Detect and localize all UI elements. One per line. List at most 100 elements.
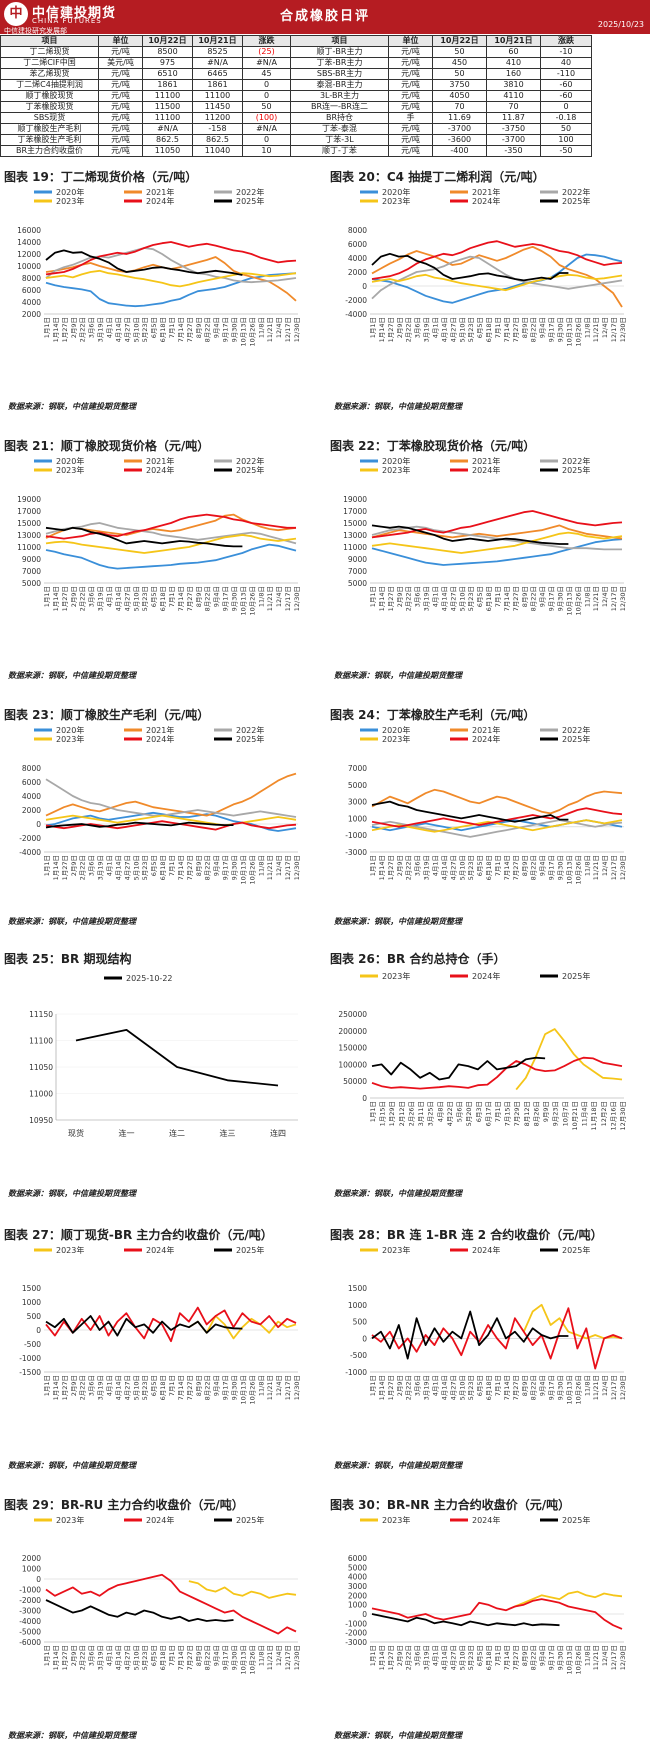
x-tick-label: 2月9日 (396, 1645, 404, 1666)
table-cell: SBS-BR主力 (290, 68, 389, 80)
x-tick-label: 2月22日 (79, 317, 87, 342)
x-tick-label: 12/4日 (601, 1645, 609, 1666)
legend-label: 2022年 (562, 456, 590, 466)
table-cell: 862.5 (142, 134, 193, 146)
x-tick-label: 4月27日 (123, 586, 131, 611)
table-cell: 元/吨 (388, 57, 433, 69)
x-tick-label: 12月2日 (600, 1101, 608, 1126)
table-cell: #N/A (242, 123, 291, 135)
x-tick-label: 1月14日 (52, 317, 60, 342)
x-tick-label: 4月14日 (440, 855, 448, 880)
series-line (371, 510, 623, 539)
x-tick-label: 6月5日 (476, 317, 484, 338)
series-line (75, 1029, 279, 1087)
table-cell: (25) (242, 46, 291, 58)
x-tick-label: 10月26日 (574, 855, 582, 885)
x-tick-label: 12/17日 (610, 1375, 618, 1400)
x-tick-label: 9月4日 (213, 317, 221, 338)
table-header-cell: 10月22日 (432, 35, 487, 47)
x-tick-label: 12/30日 (293, 317, 301, 342)
x-tick-label: 12/17日 (284, 586, 292, 611)
table-row: 顺丁橡胶生产毛利 元/吨 #N/A -158 #N/A 丁苯-泰混 元/吨 -3700 -375… (0, 123, 592, 135)
x-tick-label: 8月22日 (530, 317, 538, 342)
chart-19-title: 图表 19：丁二烯现货价格（元/吨） (4, 170, 198, 184)
x-tick-label: 12/17日 (284, 1645, 292, 1670)
x-tick-label: 5月23日 (141, 855, 149, 880)
series-line (45, 1315, 243, 1337)
table-cell: BR主力合约收盘价 (0, 145, 99, 157)
table-header-row: 项目 单位 10月22日 10月21日 涨跌 项目 单位 10月22日 10月21日 涨跌 (0, 35, 592, 47)
y-tick-label: 7000 (348, 764, 367, 773)
table-cell: 60 (486, 46, 541, 58)
x-tick-label: 9月30日 (231, 1645, 239, 1670)
chart-26-svg: 2023年 2024年 2025年 250000 200000 150000 100000 5… (338, 971, 627, 1131)
x-tick-label: 5月23日 (467, 317, 475, 342)
y-tick-label: 200000 (338, 1027, 367, 1036)
x-tick-label: 7月14日 (177, 1645, 185, 1670)
x-tick-label: 1月14日 (378, 317, 386, 342)
x-tick-label: 10月13日 (239, 1375, 247, 1405)
x-tick-label: 6月17日 (484, 1101, 492, 1126)
series-line (45, 522, 297, 545)
x-tick-label: 8月9日 (521, 586, 529, 607)
y-tick-label: 8000 (22, 274, 41, 283)
y-tick-label: 8000 (348, 226, 367, 235)
table-cell: 50 (242, 101, 291, 113)
x-tick-label: 12/4日 (275, 855, 283, 876)
x-tick-label: 9月17日 (222, 1375, 230, 1400)
chart-24-svg: 2020年 2021年 2022年 2023年 2024年 2025年 7000 5000 30… (345, 725, 627, 885)
x-tick-label: 1月27日 (387, 1645, 395, 1670)
price-table-body: 项目 单位 10月22日 10月21日 涨跌 项目 单位 10月22日 10月21日 涨跌 丁二烯现… (0, 35, 592, 157)
x-tick-label: 5月10日 (132, 855, 140, 880)
x-tick-label: 1月1日 (43, 855, 51, 876)
x-tick-label: 5月10日 (458, 1375, 466, 1400)
y-tick-label: -4000 (345, 310, 367, 319)
x-tick-label: 8月22日 (204, 317, 212, 342)
y-tick-label: -1000 (345, 1368, 367, 1377)
y-tick-label: 250000 (338, 1010, 367, 1019)
y-tick-label: 0 (36, 1326, 41, 1335)
y-tick-label: 3000 (348, 798, 367, 807)
y-tick-label: 15000 (17, 519, 41, 528)
y-tick-label: 0 (36, 1575, 41, 1584)
x-tick-label: 5月10日 (132, 586, 140, 611)
series-line (45, 247, 297, 284)
x-tick-label: 11/8日 (583, 586, 591, 607)
y-tick-label: 1000 (348, 1301, 367, 1310)
table-cell: 11.69 (432, 112, 487, 124)
table-cell: 862.5 (192, 134, 243, 146)
series-line (45, 543, 297, 570)
x-tick-label: 3月19日 (423, 317, 431, 342)
y-tick-label: 6000 (348, 1554, 367, 1563)
x-tick-label: 5月20日 (465, 1101, 473, 1126)
legend-label: 2022年 (236, 456, 264, 466)
x-tick-label: 10月26日 (248, 586, 256, 616)
x-tick-label: 4月14日 (440, 317, 448, 342)
legend-label: 2021年 (472, 725, 500, 735)
x-tick-label: 7月14日 (177, 855, 185, 880)
x-tick-label: 8月22日 (204, 586, 212, 611)
y-tick-label: 5000 (348, 781, 367, 790)
y-tick-label: 1000 (22, 1565, 41, 1574)
chart-20-svg: 2020年 2021年 2022年 2023年 2024年 2025年 8000 6000 40… (345, 187, 627, 347)
series-line (371, 1056, 623, 1090)
y-tick-label: -4000 (19, 848, 41, 857)
x-tick-label: 4月27日 (449, 1375, 457, 1400)
y-tick-label: 7000 (22, 567, 41, 576)
x-tick-label: 12/30日 (619, 317, 627, 342)
legend-label: 2025年 (236, 1515, 264, 1525)
series-line (45, 814, 297, 827)
series-line (371, 255, 623, 300)
y-tick-label: -1000 (345, 1619, 367, 1628)
table-cell: -60 (540, 79, 592, 91)
table-cell: -158 (192, 123, 243, 135)
y-tick-label: 17000 (343, 507, 367, 516)
y-tick-label: 11000 (29, 1090, 53, 1099)
y-tick-label: 6000 (22, 778, 41, 787)
y-tick-label: 10950 (29, 1116, 53, 1125)
table-cell: #N/A (242, 57, 291, 69)
legend-label: 2021年 (146, 456, 174, 466)
series-line (371, 1056, 546, 1081)
table-cell: 11200 (192, 112, 243, 124)
table-cell: 丁苯-3L (290, 134, 389, 146)
